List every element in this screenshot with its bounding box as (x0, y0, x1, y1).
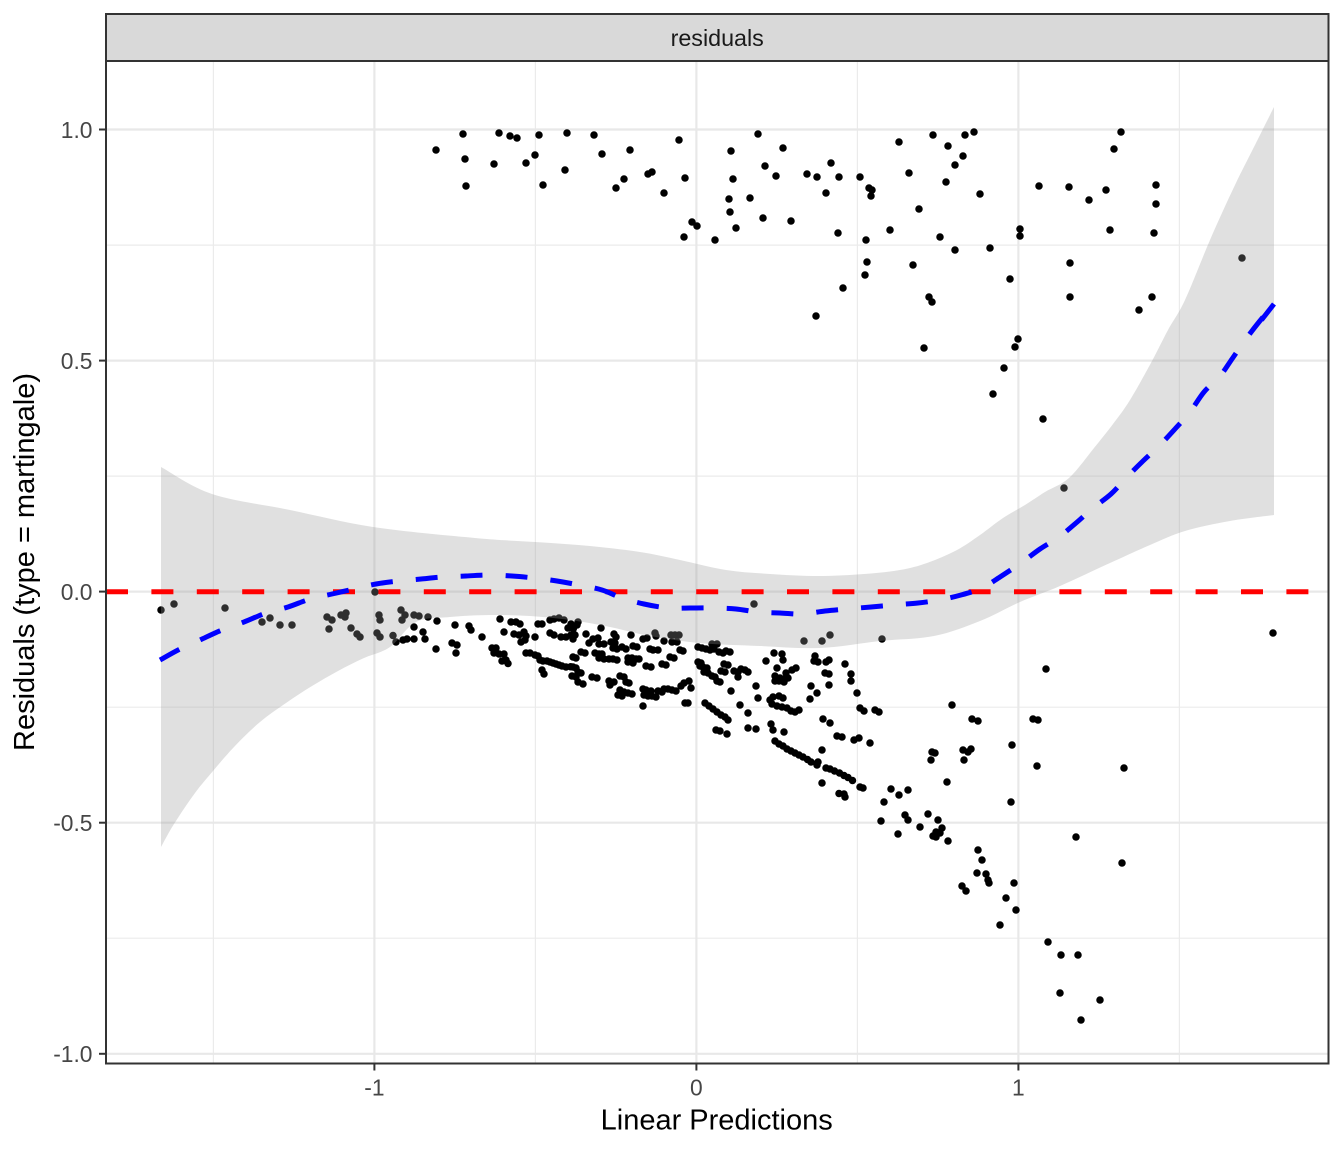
svg-text:residuals: residuals (671, 25, 764, 51)
svg-text:-1.0: -1.0 (53, 1041, 92, 1067)
svg-text:1.0: 1.0 (61, 117, 93, 143)
svg-text:-0.5: -0.5 (53, 810, 92, 836)
svg-text:-1: -1 (364, 1075, 384, 1101)
svg-text:Residuals (type = martingale): Residuals (type = martingale) (9, 373, 41, 751)
svg-text:Linear Predictions: Linear Predictions (601, 1105, 833, 1137)
svg-text:0.5: 0.5 (61, 348, 93, 374)
svg-text:0.0: 0.0 (61, 579, 93, 605)
svg-text:0: 0 (690, 1075, 703, 1101)
svg-text:1: 1 (1012, 1075, 1025, 1101)
